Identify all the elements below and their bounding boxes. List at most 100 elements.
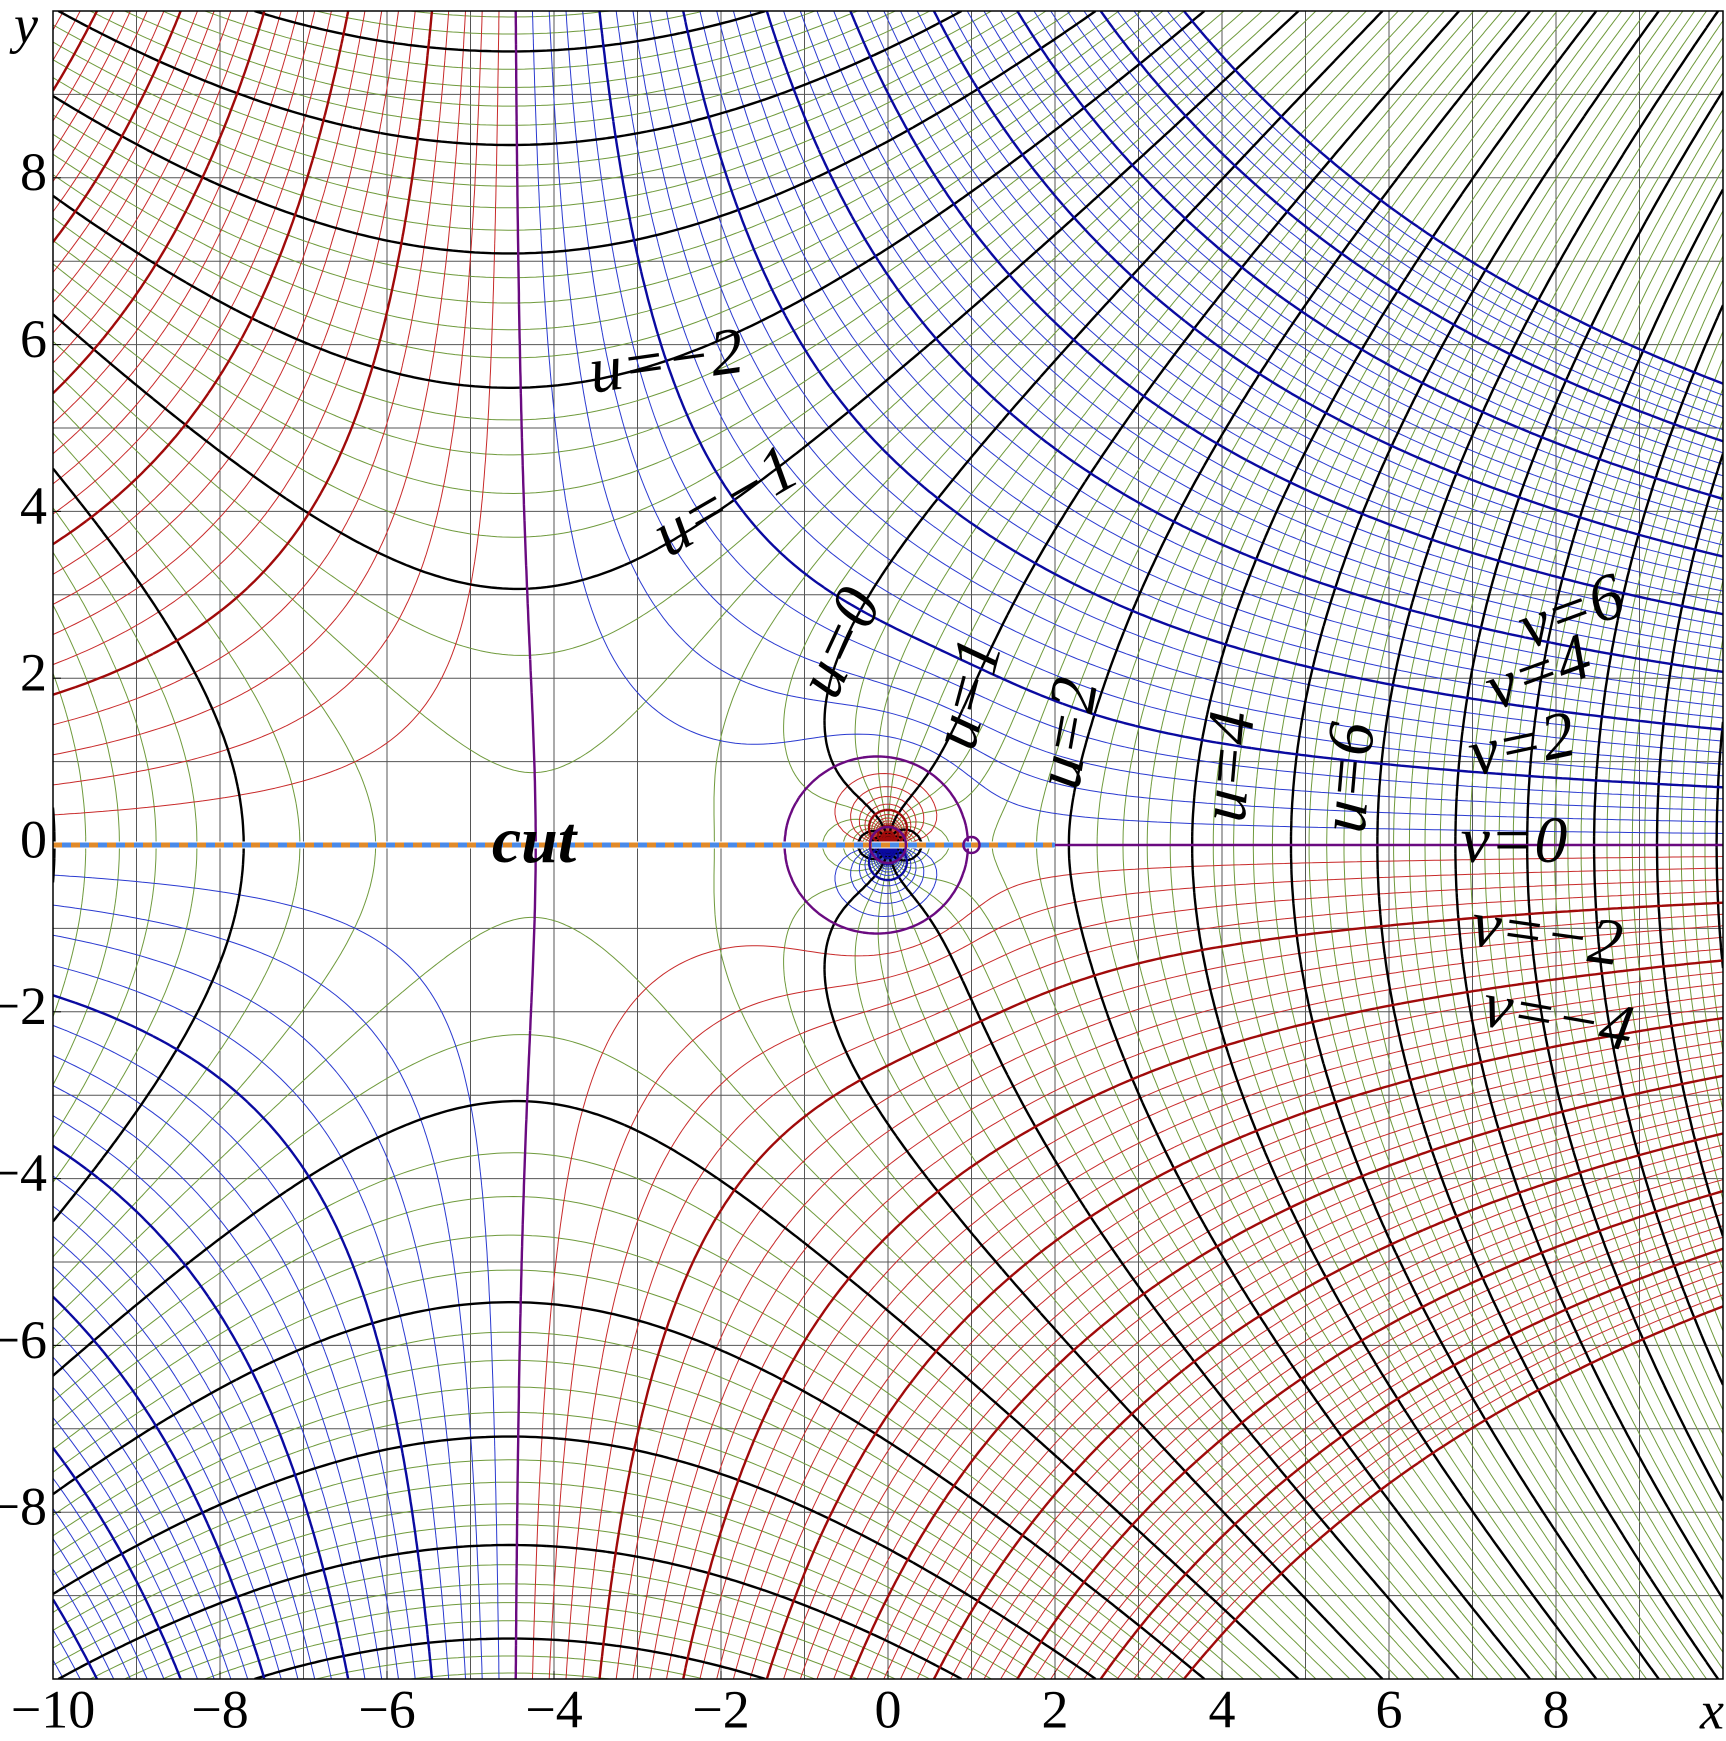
v-minor-contour xyxy=(53,11,1723,1679)
x-tick-label: 0 xyxy=(875,1679,902,1739)
u-minor-contour xyxy=(888,11,1647,1679)
x-tick-label: −6 xyxy=(358,1679,415,1739)
u-contour xyxy=(889,188,1723,1502)
u-minor-contour xyxy=(53,11,1225,1679)
u-minor-contour xyxy=(889,210,1723,1480)
v-minor-contour xyxy=(53,11,1723,1679)
v-minor-contour xyxy=(53,11,1723,1679)
y-tick-label: 8 xyxy=(20,142,47,202)
u-minor-contour xyxy=(888,11,1610,1679)
x-tick-label: −2 xyxy=(692,1679,749,1739)
u-minor-contour xyxy=(888,11,1584,1679)
u-minor-contour xyxy=(53,11,1367,1679)
v-minor-contour xyxy=(53,11,1723,1679)
v-minor-contour xyxy=(53,11,1723,1679)
v-contour xyxy=(53,11,1723,1679)
u-contour xyxy=(888,11,1660,1679)
v-minor-contour xyxy=(53,11,1723,1679)
x-tick-label: −10 xyxy=(11,1679,95,1739)
y-tick-label: −8 xyxy=(0,1477,47,1537)
u-contour xyxy=(887,11,1531,1679)
v-minor-contour xyxy=(883,838,1723,1679)
v-minor-contour xyxy=(883,839,1723,1679)
x-axis-label: x xyxy=(1699,1680,1724,1740)
y-tick-label: −2 xyxy=(0,976,47,1036)
u-minor-contour xyxy=(53,11,1072,1679)
v-contour xyxy=(53,11,1723,1679)
v-contour xyxy=(53,11,1723,1679)
u-minor-contour xyxy=(888,11,1672,1679)
u-minor-contour xyxy=(888,11,1635,1679)
v-minor-contour xyxy=(53,11,1723,1679)
u-contour xyxy=(888,90,1723,1600)
v-contour xyxy=(53,11,1723,1679)
u-contour xyxy=(53,11,1460,1679)
u-minor-contour xyxy=(889,11,1707,1679)
u-minor-contour xyxy=(53,11,1317,1679)
v-contour xyxy=(53,11,1723,1679)
u-minor-contour xyxy=(888,11,1684,1679)
u-minor-contour xyxy=(53,11,1120,1679)
y-tick-label: 2 xyxy=(20,643,47,703)
v-minor-contour xyxy=(53,11,1723,1679)
singular-point xyxy=(868,825,908,865)
v-contour xyxy=(53,11,1723,1679)
u-minor-contour xyxy=(1631,388,1723,1302)
v-minor-contour xyxy=(53,11,1723,1679)
singular-point xyxy=(962,835,981,855)
u-minor-contour xyxy=(888,11,1517,1679)
u-minor-contour xyxy=(887,11,1489,1679)
u-minor-contour xyxy=(888,11,1544,1679)
v-contour xyxy=(53,11,1723,1679)
x-tick-label: 6 xyxy=(1376,1679,1403,1739)
contour-label: u=6 xyxy=(1306,719,1388,835)
y-tick-label: 6 xyxy=(20,309,47,369)
v-contour xyxy=(882,11,1723,852)
x-tick-label: −4 xyxy=(525,1679,582,1739)
x-tick-label: −8 xyxy=(191,1679,248,1739)
v-minor-contour xyxy=(53,11,1723,1679)
v-minor-contour xyxy=(53,11,1723,1679)
u-minor-contour xyxy=(889,72,1723,1618)
v-contour xyxy=(53,11,1723,1679)
u-minor-contour xyxy=(53,11,1164,1679)
u-contour xyxy=(53,11,1097,1679)
u-minor-contour xyxy=(887,11,1475,1679)
v-minor-contour xyxy=(53,11,1723,1679)
contour-label: v=0 xyxy=(1461,804,1568,877)
u-contour xyxy=(889,304,1723,1386)
u-minor-contour xyxy=(888,11,1571,1679)
v-minor-contour xyxy=(53,11,1723,1679)
v-minor-contour xyxy=(53,11,1723,1679)
x-tick-label: 2 xyxy=(1042,1679,1069,1739)
y-axis-label: y xyxy=(9,0,38,54)
v-minor-contour xyxy=(53,11,1723,1679)
u-minor-contour xyxy=(888,11,1623,1679)
u-minor-contour xyxy=(53,11,1185,1679)
u-contour xyxy=(888,11,1720,1679)
v-contour xyxy=(53,11,1723,1679)
v-contour xyxy=(53,11,1723,1679)
u-contour xyxy=(53,11,1206,1679)
v-minor-contour xyxy=(53,11,1723,1679)
v-minor-contour xyxy=(53,11,1723,1679)
u-minor-contour xyxy=(53,11,1281,1679)
v-minor-contour xyxy=(53,11,1723,1679)
v-minor-contour xyxy=(53,11,1723,1679)
v-minor-contour xyxy=(53,11,1723,1679)
y-tick-label: −6 xyxy=(0,1310,47,1370)
v-minor-contour xyxy=(53,11,1723,1679)
v-minor-contour xyxy=(53,11,1723,1679)
v-contour xyxy=(1183,11,1723,385)
plot-frame xyxy=(52,10,1724,1680)
u-contour xyxy=(53,11,1300,1679)
cut-label: cut xyxy=(492,804,578,877)
v-minor-contour xyxy=(53,11,1723,1679)
v-contour xyxy=(882,838,1723,1679)
y-tick-label: 4 xyxy=(20,476,47,536)
v-minor-contour xyxy=(53,11,1723,1679)
x-tick-label: 4 xyxy=(1209,1679,1236,1739)
v-minor-contour xyxy=(53,11,1723,1679)
u-contour xyxy=(53,11,1384,1679)
v-minor-contour xyxy=(53,11,1723,1679)
